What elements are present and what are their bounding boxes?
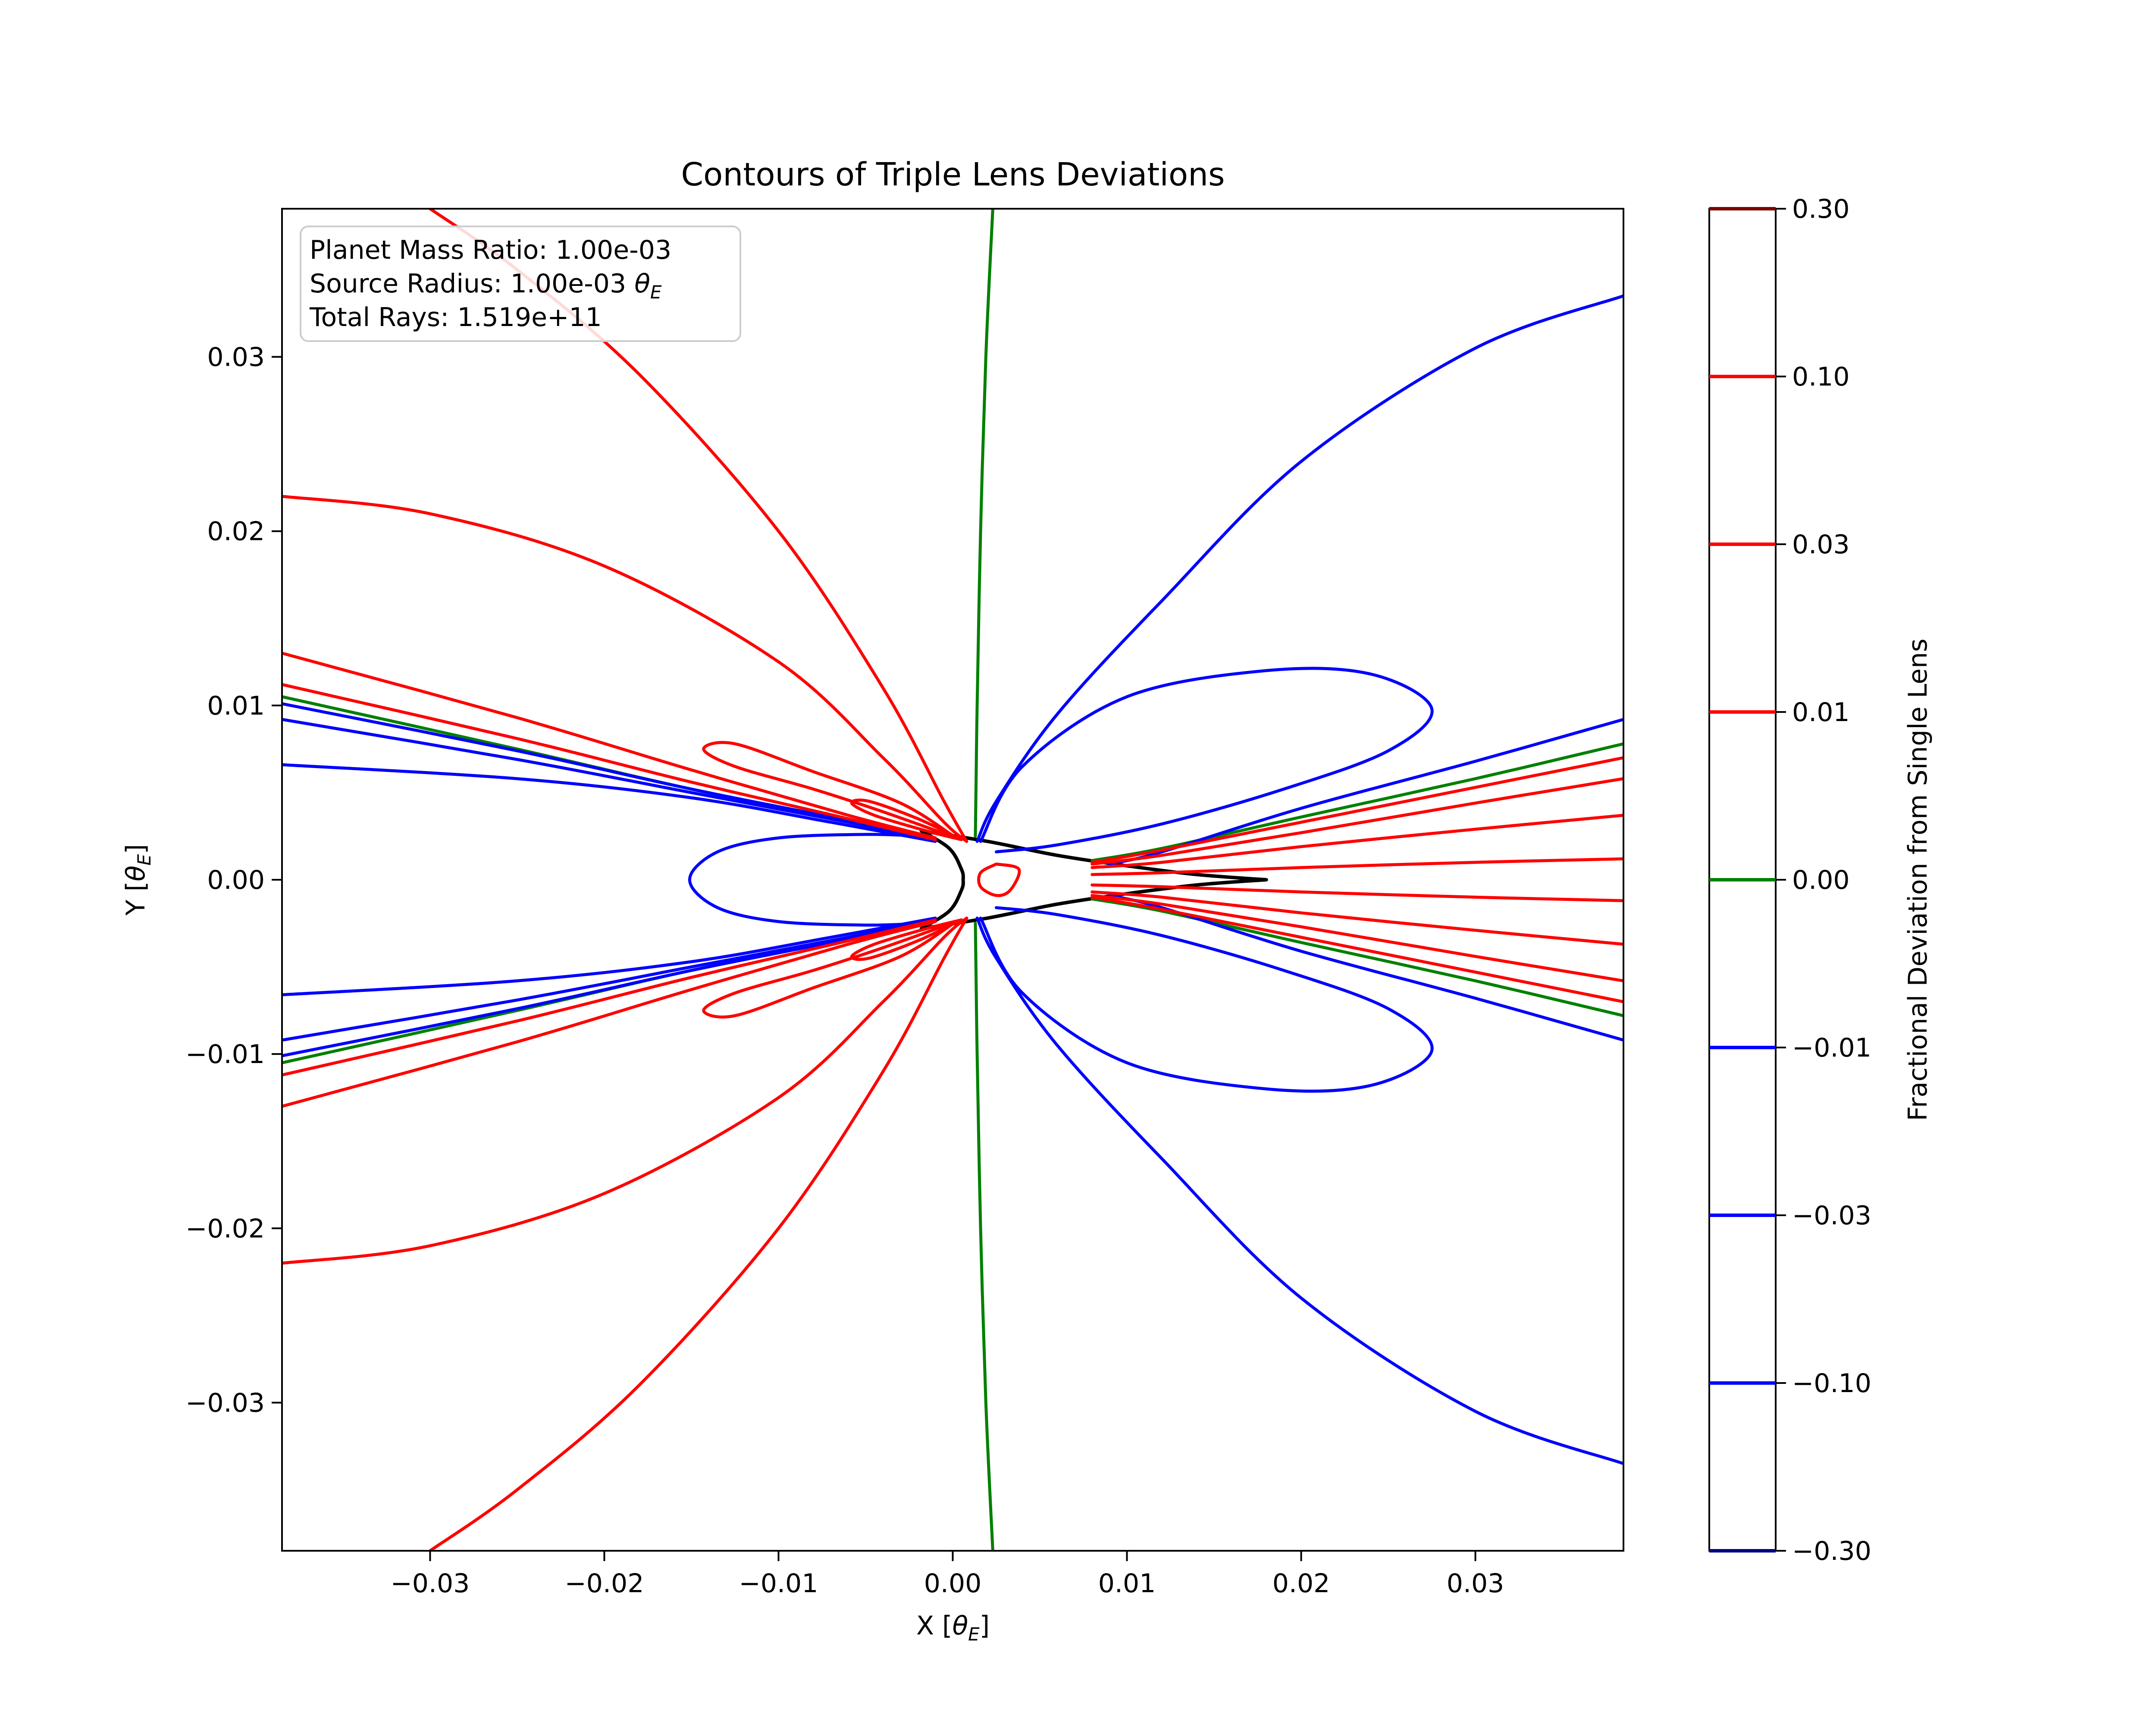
x-axis-label: X [θE]	[916, 1611, 990, 1645]
contour-line-26	[282, 652, 937, 840]
y-tick-label-1: −0.02	[185, 1214, 265, 1244]
contour-line-36	[1091, 777, 1623, 866]
contour-line-16	[282, 916, 937, 997]
contour-line-13	[1108, 718, 1623, 866]
colorbar-tick-label-2: 0.03	[1792, 530, 1850, 560]
info-box: Planet Mass Ratio: 1.00e-03 Source Radiu…	[300, 226, 741, 342]
x-axis-ticks: −0.03 −0.02 −0.01 0.00 0.01 0.02 0.03	[390, 1551, 1504, 1599]
colorbar-tick-label-6: −0.03	[1792, 1201, 1871, 1231]
y-tick-label-2: −0.01	[185, 1039, 265, 1070]
contour-line-38	[1091, 814, 1623, 869]
contour-line-40	[1091, 857, 1623, 876]
contour-line-35	[1091, 895, 1623, 1004]
contour-line-39	[1091, 890, 1623, 946]
x-tick-label-3: 0.00	[924, 1568, 982, 1599]
colorbar-label: Fractional Deviation from Single Lens	[1903, 639, 1933, 1121]
contour-line-41	[1091, 883, 1623, 902]
colorbar-tick-label-1: 0.10	[1792, 362, 1850, 392]
contour-line-23	[428, 916, 968, 1551]
y-axis-ticks: −0.03 −0.02 −0.01 0.00 0.01 0.02 0.03	[185, 342, 282, 1418]
contour-lines	[282, 209, 1623, 1551]
contour-line-31	[702, 920, 958, 1019]
x-tick-label-4: 0.01	[1098, 1568, 1156, 1599]
info-box-frame	[300, 226, 741, 342]
y-tick-label-6: 0.03	[207, 342, 265, 373]
contour-line-4	[974, 922, 994, 1551]
x-tick-label-1: −0.02	[565, 1568, 644, 1599]
contour-line-25	[282, 916, 968, 1265]
contour-line-8	[1091, 897, 1623, 1017]
colorbar-tick-label-7: −0.10	[1792, 1368, 1871, 1399]
contour-line-11	[979, 667, 1434, 853]
info-source-radius: Source Radius: 1.00e-03 θE	[310, 269, 662, 303]
contour-line-28	[282, 683, 937, 841]
colorbar: 0.30 0.10 0.03 0.01 0.00 −0.01 −0.03 −0.10 −0.30…	[1708, 194, 1933, 1566]
colorbar-levels: 0.30 0.10 0.03 0.01 0.00 −0.01 −0.03 −0.10 −0.30	[1709, 194, 1871, 1566]
colorbar-tick-label-0: 0.30	[1792, 194, 1850, 224]
contour-line-34	[1091, 756, 1623, 864]
y-tick-label-4: 0.01	[207, 691, 265, 721]
contour-line-12	[979, 906, 1434, 1093]
contour-line-29	[282, 918, 937, 1077]
contour-line-37	[1091, 894, 1623, 982]
colorbar-tick-label-3: 0.01	[1792, 697, 1850, 728]
contour-line-15	[282, 763, 937, 843]
contour-line-3	[974, 209, 994, 838]
y-tick-label-3: 0.00	[207, 865, 265, 895]
contour-line-9	[975, 294, 1623, 843]
contour-line-7	[1091, 742, 1623, 862]
contour-line-33	[850, 918, 963, 961]
x-tick-label-5: 0.02	[1272, 1568, 1330, 1599]
x-tick-label-2: −0.01	[739, 1568, 818, 1599]
contour-line-10	[975, 916, 1623, 1465]
chart-title: Contours of Triple Lens Deviations	[681, 156, 1225, 193]
colorbar-tick-label-4: 0.00	[1792, 865, 1850, 895]
y-tick-label-5: 0.02	[207, 517, 265, 547]
colorbar-tick-label-5: −0.01	[1792, 1033, 1871, 1063]
contour-line-18	[282, 918, 937, 1042]
colorbar-tick-label-8: −0.30	[1792, 1536, 1871, 1566]
contour-line-24	[282, 495, 968, 843]
contour-line-42	[977, 862, 1021, 897]
y-tick-label-0: −0.03	[185, 1388, 265, 1418]
info-total-rays: Total Rays: 1.519e+11	[309, 302, 602, 332]
contour-line-27	[282, 920, 937, 1108]
info-mass-ratio: Planet Mass Ratio: 1.00e-03	[310, 235, 671, 265]
caustic-line-2	[919, 829, 965, 931]
x-tick-label-0: −0.03	[390, 1568, 470, 1599]
contour-line-17	[282, 718, 937, 841]
contour-line-14	[1108, 894, 1623, 1042]
x-tick-label-6: 0.03	[1447, 1568, 1504, 1599]
y-axis-label: Y [θE]	[121, 844, 155, 916]
contour-line-30	[702, 741, 958, 840]
contour-line-21	[688, 833, 925, 927]
contour-line-32	[850, 798, 963, 841]
